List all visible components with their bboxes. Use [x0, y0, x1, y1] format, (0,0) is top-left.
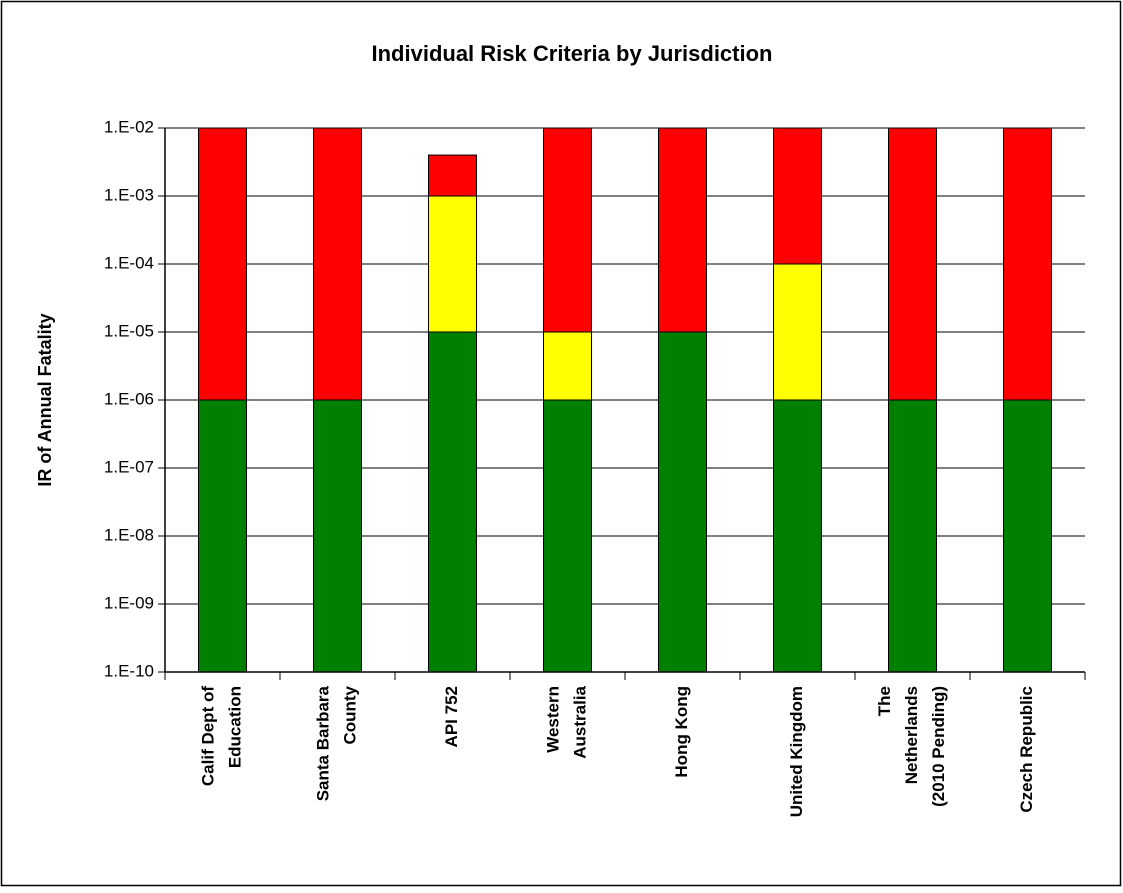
bar-segment [773, 399, 822, 673]
x-tick-label: United Kingdom [787, 686, 806, 817]
y-axis-label: IR of Annual Fatality [35, 313, 55, 486]
bar-segment [428, 195, 477, 333]
x-tick-label: Netherlands [902, 686, 921, 784]
x-tick-label: Czech Republic [1017, 686, 1036, 813]
x-tick-label: County [340, 685, 359, 744]
bar-segment [198, 399, 247, 673]
bar-segment [658, 127, 707, 333]
bar-segment [773, 263, 822, 401]
y-tick-label: 1.E-02 [104, 117, 154, 136]
y-tick-label: 1.E-09 [104, 593, 154, 612]
x-tick-label: Santa Barbara [313, 685, 332, 801]
bar-segment [1003, 399, 1052, 673]
bar-segment [658, 331, 707, 673]
chart-title: Individual Risk Criteria by Jurisdiction [372, 41, 773, 66]
bar-segment [888, 127, 937, 401]
y-tick-label: 1.E-05 [104, 321, 154, 340]
bar-segment [888, 399, 937, 673]
bar-segment [543, 127, 592, 333]
y-tick-label: 1.E-06 [104, 389, 154, 408]
bar-segment [313, 399, 362, 673]
bar-segment [543, 331, 592, 401]
x-tick-label: Australia [570, 685, 589, 758]
bar-segment [428, 331, 477, 673]
y-tick-label: 1.E-03 [104, 185, 154, 204]
bar-segment [543, 399, 592, 673]
y-tick-label: 1.E-07 [104, 457, 154, 476]
bar-segment [773, 127, 822, 265]
x-tick-label: Education [225, 686, 244, 768]
x-tick-label: (2010 Pending) [929, 686, 948, 807]
y-tick-label: 1.E-10 [104, 661, 154, 680]
y-tick-label: 1.E-08 [104, 525, 154, 544]
bar-segment [313, 127, 362, 401]
y-tick-label: 1.E-04 [104, 253, 154, 272]
bar-segment [428, 154, 477, 197]
x-tick-label: Hong Kong [672, 686, 691, 778]
x-tick-label: Western [543, 686, 562, 753]
bar-segment [198, 127, 247, 401]
x-tick-label: The [875, 686, 894, 716]
x-tick-label: Calif Dept of [198, 686, 217, 786]
x-tick-label: API 752 [442, 686, 461, 747]
bar-segment [1003, 127, 1052, 401]
